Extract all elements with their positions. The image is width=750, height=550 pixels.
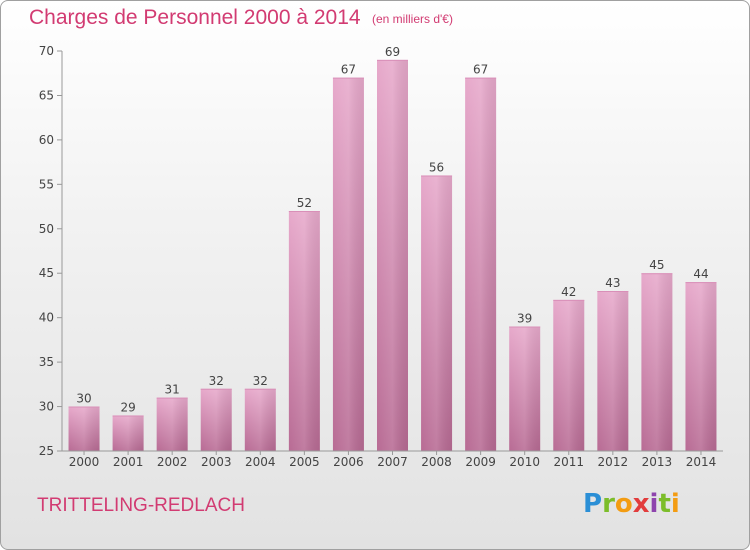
x-tick-label-2008: 2008 [421,455,452,469]
y-tick-label: 25 [39,444,54,458]
bar-shade-2014 [685,282,717,451]
x-tick-label-2011: 2011 [553,455,584,469]
value-label-2000: 30 [76,392,91,406]
x-tick-label-2002: 2002 [157,455,188,469]
bar-shade-2000 [68,406,100,451]
x-tick-label-2003: 2003 [201,455,232,469]
x-tick-label-2005: 2005 [289,455,320,469]
bar-shade-2002 [156,397,188,451]
y-tick-label: 55 [39,177,54,191]
bar-shade-2010 [509,326,541,451]
value-label-2014: 44 [693,267,708,281]
y-tick-label: 70 [39,44,54,58]
x-tick-label-2007: 2007 [377,455,408,469]
x-tick-label-2010: 2010 [509,455,540,469]
y-tick-label: 60 [39,133,54,147]
proxiti-logo[interactable]: Proxiti [583,489,680,519]
bar-shade-2011 [553,299,585,451]
y-tick-label: 65 [39,88,54,102]
y-tick-label: 50 [39,222,54,236]
value-label-2005: 52 [297,196,312,210]
bar-shade-2007 [377,59,408,452]
x-tick-label-2012: 2012 [598,455,629,469]
value-label-2008: 56 [429,160,444,174]
value-label-2004: 32 [253,374,268,388]
x-tick-label-2014: 2014 [686,455,717,469]
value-label-2002: 31 [165,383,180,397]
bar-shade-2008 [421,175,453,451]
x-tick-label-2013: 2013 [642,455,673,469]
x-tick-label-2001: 2001 [113,455,144,469]
value-label-2007: 69 [385,45,400,59]
bar-shade-2005 [288,211,320,451]
value-label-2010: 39 [517,312,532,326]
value-label-2012: 43 [605,276,620,290]
value-label-2003: 32 [209,374,224,388]
y-tick-label: 45 [39,266,54,280]
bar-shade-2009 [465,77,497,452]
value-label-2011: 42 [561,285,576,299]
value-label-2001: 29 [120,400,135,414]
bar-shade-2003 [200,388,232,451]
bar-shade-2004 [244,388,276,451]
x-tick-label-2004: 2004 [245,455,276,469]
bar-shade-2006 [332,77,364,452]
commune-name: TRITTELING-REDLACH [37,495,245,516]
value-label-2009: 67 [473,63,488,77]
bar-shade-2012 [597,291,629,451]
x-tick-label-2006: 2006 [333,455,364,469]
x-tick-label-2009: 2009 [465,455,496,469]
chart-title: Charges de Personnel 2000 à 2014 [29,6,361,29]
axis-layer: 25 30 35 40 45 50 55 60 65 70 30 2000 29 2001 31 2002 32… [39,44,723,469]
bars-layer [68,59,717,452]
bar-shade-2001 [112,415,144,451]
x-tick-label-2000: 2000 [69,455,100,469]
y-tick-label: 35 [39,355,54,369]
chart-subtitle: (en milliers d'€) [372,12,453,26]
y-tick-label: 40 [39,311,54,325]
value-label-2013: 45 [649,258,664,272]
bar-shade-2013 [641,273,673,451]
value-label-2006: 67 [341,63,356,77]
y-tick-label: 30 [39,400,54,414]
